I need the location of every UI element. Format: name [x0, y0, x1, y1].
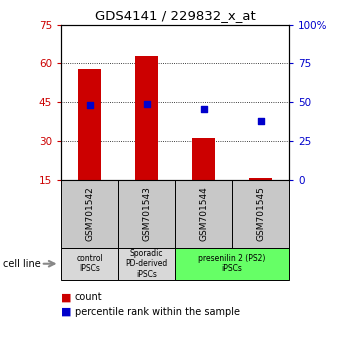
Bar [118, 180, 175, 248]
Bar [118, 248, 175, 280]
Bar [192, 138, 215, 180]
Text: GSM701543: GSM701543 [142, 186, 151, 241]
Text: Sporadic
PD-derived
iPSCs: Sporadic PD-derived iPSCs [125, 249, 168, 279]
Text: ■: ■ [61, 307, 72, 316]
Text: count: count [75, 292, 102, 302]
Title: GDS4141 / 229832_x_at: GDS4141 / 229832_x_at [95, 9, 255, 22]
Text: ■: ■ [61, 292, 72, 302]
Text: control
IPSCs: control IPSCs [76, 254, 103, 273]
Text: percentile rank within the sample: percentile rank within the sample [75, 307, 240, 316]
Text: GSM701544: GSM701544 [199, 186, 208, 241]
Bar [135, 56, 158, 180]
Point [144, 101, 149, 107]
Text: GSM701545: GSM701545 [256, 186, 265, 241]
Point [258, 118, 263, 124]
Bar [232, 180, 289, 248]
Text: presenilin 2 (PS2)
iPSCs: presenilin 2 (PS2) iPSCs [198, 254, 266, 273]
Point [87, 103, 92, 108]
Text: GSM701542: GSM701542 [85, 186, 94, 241]
Point [201, 106, 206, 112]
Bar [175, 248, 289, 280]
Bar [78, 69, 101, 180]
Text: cell line: cell line [3, 259, 41, 269]
Bar [249, 178, 272, 180]
Bar [61, 180, 118, 248]
Bar [61, 248, 118, 280]
Bar [175, 180, 232, 248]
